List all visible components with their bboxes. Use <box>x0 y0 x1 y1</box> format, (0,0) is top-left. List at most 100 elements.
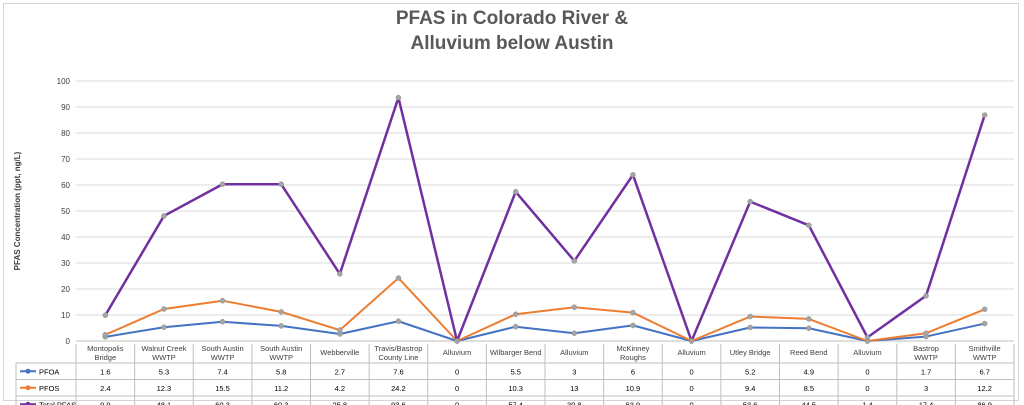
y-tick-label: 60 <box>61 181 70 190</box>
category-label: South Austin <box>260 344 302 353</box>
table-cell-value: 8.5 <box>804 384 814 393</box>
table-cell-value: 5.3 <box>159 367 169 376</box>
data-point <box>219 319 226 325</box>
y-tick-label: 100 <box>57 77 71 86</box>
legend-key-marker <box>25 385 31 391</box>
category-label: WWTP <box>152 353 176 362</box>
table-cell-value: 6.7 <box>979 367 989 376</box>
data-point <box>161 213 167 219</box>
data-point <box>806 325 812 332</box>
category-label: Alluvium <box>677 348 705 357</box>
category-label: South Austin <box>202 344 244 353</box>
data-point <box>219 181 226 187</box>
data-point <box>512 189 519 195</box>
table-cell-value: 1.6 <box>100 367 110 376</box>
table-cell-value: 11.2 <box>274 384 288 393</box>
table-cell-value: 5.8 <box>276 367 286 376</box>
y-tick-label: 20 <box>61 285 70 294</box>
data-point <box>571 304 578 310</box>
data-point <box>102 332 109 338</box>
legend-label: PFOS <box>39 384 59 393</box>
table-cell-value: 13 <box>570 384 578 393</box>
y-tick-label: 30 <box>61 259 70 268</box>
legend-label: Total PFAS <box>39 400 76 405</box>
chart-title-line-2: Alluvium below Austin <box>410 33 614 54</box>
category-label: WWTP <box>269 353 293 362</box>
data-point <box>747 313 753 320</box>
category-label: Montopolis <box>87 344 124 353</box>
category-label: Alluvium <box>853 348 881 357</box>
table-cell-value: 4.2 <box>335 384 345 393</box>
y-tick-label: 90 <box>61 103 70 112</box>
data-point <box>161 324 167 330</box>
category-label: Alluvium <box>443 348 471 357</box>
table-cell-value: 2.7 <box>335 367 345 376</box>
data-point <box>806 222 812 229</box>
legend-label: PFOA <box>39 367 59 376</box>
y-tick-label: 80 <box>61 129 70 138</box>
data-point <box>337 271 343 277</box>
table-cell-value: 44.5 <box>802 400 817 405</box>
data-point <box>981 306 988 313</box>
table-cell-value: 0 <box>455 384 459 393</box>
table-cell-value: 5.2 <box>745 367 755 376</box>
table-cell-value: 6 <box>631 367 635 376</box>
table-cell-value: 25.8 <box>333 400 348 405</box>
series-line <box>104 277 986 342</box>
data-point <box>806 316 812 322</box>
data-point <box>337 327 343 333</box>
data-point <box>688 338 695 344</box>
data-point <box>923 330 929 336</box>
category-label: Utley Bridge <box>730 348 771 357</box>
table-cell-value: 5.5 <box>510 367 520 376</box>
y-axis-title: PFAS Concentration (ppt, ng/L) <box>13 151 22 270</box>
table-cell-value: 0 <box>689 384 693 393</box>
y-tick-label: 50 <box>61 207 70 216</box>
table-cell-value: 0 <box>455 400 459 405</box>
data-point <box>630 309 636 316</box>
data-point <box>864 334 871 341</box>
data-point <box>219 297 226 304</box>
data-point <box>512 323 519 330</box>
category-label: Alluvium <box>560 348 588 357</box>
table-cell-value: 7.6 <box>393 367 403 376</box>
data-point <box>395 275 402 281</box>
category-label: WWTP <box>973 353 997 362</box>
data-point <box>571 330 578 336</box>
category-label: Roughs <box>620 353 646 362</box>
table-cell-value: 2.4 <box>100 384 110 393</box>
table-cell-value: 4.9 <box>804 367 814 376</box>
table-cell-value: 86.9 <box>977 400 992 405</box>
table-cell-value: 60.3 <box>274 400 289 405</box>
table-cell-value: 93.6 <box>391 400 406 405</box>
table-cell-value: 24.2 <box>391 384 406 393</box>
category-label: McKinney <box>616 344 649 353</box>
data-point <box>981 320 988 327</box>
y-tick-label: 40 <box>61 233 70 242</box>
category-label: Smithville <box>969 344 1001 353</box>
data-point <box>395 318 402 324</box>
table-cell-value: 12.2 <box>977 384 992 393</box>
chart-frame <box>3 3 1019 401</box>
data-point <box>923 293 929 299</box>
series-line <box>105 320 985 342</box>
legend-key-marker <box>25 368 31 374</box>
table-cell-value: 0 <box>689 400 693 405</box>
data-point <box>278 323 284 329</box>
category-label: WWTP <box>211 353 235 362</box>
data-point <box>161 306 167 312</box>
table-cell-value: 57.4 <box>508 400 523 405</box>
chart-title-line-1: PFAS in Colorado River & <box>395 8 629 29</box>
table-cell-value: 9.4 <box>745 384 755 393</box>
category-label: Bastrop <box>913 344 939 353</box>
category-label: County Line <box>378 353 418 362</box>
series-line <box>104 96 986 343</box>
table-cell-value: 7.4 <box>217 367 227 376</box>
data-point <box>747 198 753 205</box>
data-point <box>630 322 636 329</box>
table-cell-value: 3 <box>924 384 928 393</box>
table-cell-value: 10.9 <box>626 384 641 393</box>
category-label: Wilbarger Bend <box>490 348 542 357</box>
table-cell-value: 63.9 <box>626 400 641 405</box>
